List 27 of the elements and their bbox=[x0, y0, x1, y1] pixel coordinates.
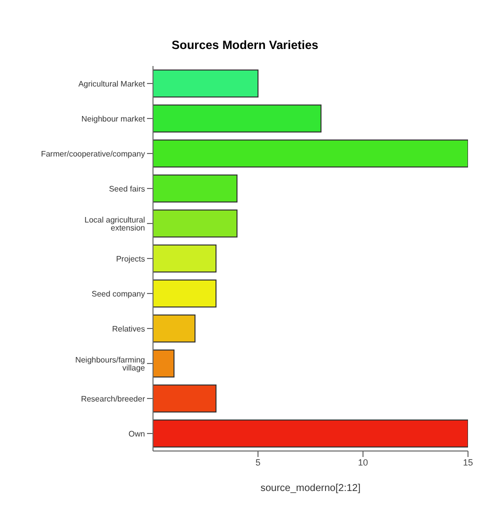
chart-title: Sources Modern Varieties bbox=[170, 37, 320, 54]
bar bbox=[153, 140, 468, 168]
bar bbox=[153, 70, 258, 98]
x-tick-label: 15 bbox=[462, 457, 474, 468]
bar bbox=[153, 244, 216, 272]
bar bbox=[153, 384, 216, 412]
y-tick-label: Projects bbox=[116, 254, 145, 264]
x-axis-title: source_moderno[2:12] bbox=[260, 483, 361, 494]
y-tick-label: Neighbours/farming village bbox=[75, 355, 146, 372]
bar bbox=[153, 104, 322, 132]
bar bbox=[153, 280, 216, 308]
y-tick-label: Farmer/cooperative/company bbox=[40, 149, 145, 158]
y-tick-label: Agricultural Market bbox=[78, 79, 146, 88]
bar bbox=[153, 350, 174, 378]
y-tick-label: Seed company bbox=[92, 289, 145, 298]
y-tick-label: Own bbox=[128, 429, 145, 438]
x-tick-label: 5 bbox=[255, 457, 261, 468]
bar bbox=[153, 210, 238, 238]
x-tick-label: 10 bbox=[358, 457, 368, 468]
bar bbox=[153, 420, 468, 448]
y-tick-label: Local agricultural extension bbox=[84, 215, 146, 232]
bar bbox=[153, 174, 238, 202]
bar bbox=[153, 314, 196, 342]
y-tick-label: Seed fairs bbox=[108, 184, 145, 194]
y-tick-label: Research/breeder bbox=[80, 394, 146, 404]
y-tick-label: Neighbour market bbox=[81, 114, 146, 124]
y-tick-label: Relatives bbox=[112, 324, 145, 334]
